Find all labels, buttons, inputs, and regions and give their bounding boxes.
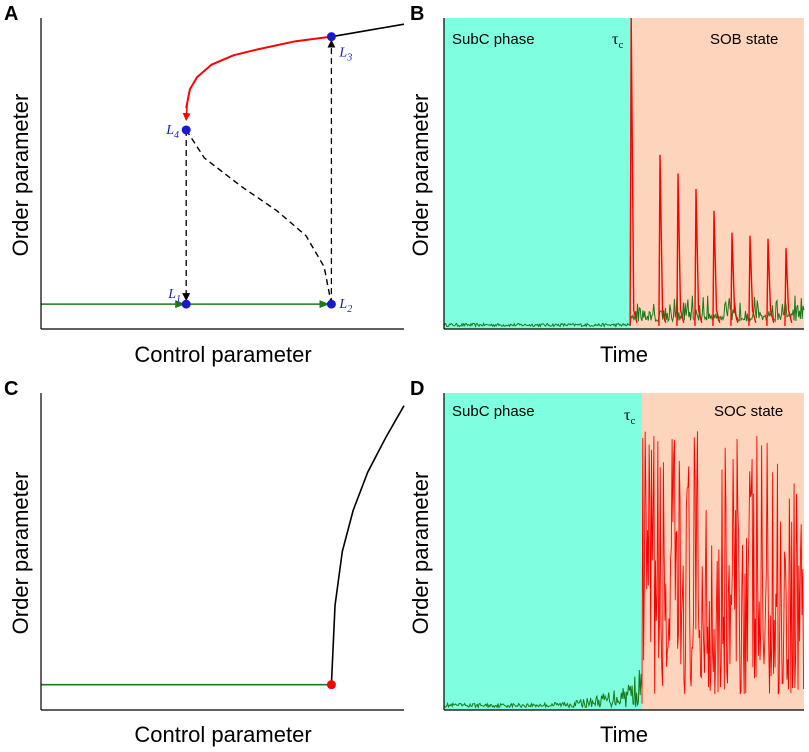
panel-a-point-label-l3: L3 [338, 46, 352, 64]
panel-b-subc-region [444, 18, 632, 329]
panel-b-tau-label: τc [612, 31, 623, 51]
panel-a-ylabel: Order parameter [8, 94, 33, 257]
panel-a-unstable-branch [185, 129, 333, 305]
panel-d-noise-trace [443, 670, 643, 710]
panel-d-ylabel: Order parameter [408, 472, 433, 635]
panel-c-series [41, 405, 405, 686]
panel-b: B SubC phase SOB state τc Time Order par… [408, 3, 805, 367]
panel-d-noise-line [443, 670, 643, 710]
panel-letter-b: B [410, 3, 424, 25]
panel-a-point-l3 [326, 32, 336, 42]
panel-c-critical-point [326, 680, 336, 690]
panel-d: D SubC phase SOC state τc Time Order par… [408, 378, 805, 747]
panel-b-burst-7 [748, 235, 757, 326]
panel-c: C Control parameter Order parameter [4, 378, 405, 747]
panel-b-burst-trace [629, 17, 793, 326]
panel-a-series [41, 23, 405, 309]
panel-a-point-l1 [181, 299, 191, 309]
panel-b-burst-6 [730, 232, 739, 326]
panel-a-point-label-l4: L4 [165, 123, 179, 141]
panel-b-burst-4 [694, 189, 703, 326]
panel-letter-a: A [4, 3, 18, 25]
panel-b-burst-5 [712, 210, 721, 326]
panel-d-avalanche-trace [641, 431, 805, 704]
panel-b-burst-1 [629, 17, 638, 326]
panel-b-sob-region [631, 18, 804, 329]
panel-a-upper-continuation [331, 23, 405, 38]
panel-b-noise-trace [443, 293, 805, 329]
panel-b-burst-9 [784, 248, 793, 326]
panel-c-points [326, 680, 336, 690]
panel-b-xlabel: Time [600, 342, 648, 367]
panel-c-xlabel: Control parameter [134, 722, 311, 747]
panel-a-points: L1 L2 L3 L4 [165, 32, 352, 315]
panel-c-ylabel: Order parameter [8, 472, 33, 635]
panel-c-supercritical-branch [330, 405, 405, 685]
panel-b-burst-2 [658, 154, 667, 326]
panel-a-point-label-l1: L1 [167, 287, 181, 305]
panel-letter-d: D [410, 378, 424, 400]
panel-a-point-l2 [326, 299, 336, 309]
panel-d-left-label: SubC phase [452, 403, 535, 420]
panel-b-burst-8 [766, 238, 775, 326]
panel-d-subc-region [444, 393, 642, 710]
panel-a-point-label-l2: L2 [338, 297, 352, 315]
panel-d-right-label: SOC state [714, 403, 783, 420]
panel-b-right-label: SOB state [710, 31, 778, 48]
panel-b-noise-line [443, 293, 805, 329]
panel-d-avalanche-line [641, 431, 805, 704]
panel-b-left-label: SubC phase [452, 31, 535, 48]
panel-b-ylabel: Order parameter [408, 94, 433, 257]
panel-a-point-l4 [181, 125, 191, 135]
panel-a-xlabel: Control parameter [134, 342, 311, 367]
panel-a-upper-branch-arrow [182, 101, 191, 122]
panel-d-tau-label: τc [624, 407, 635, 427]
panel-letter-c: C [4, 378, 18, 400]
panel-d-xlabel: Time [600, 722, 648, 747]
panel-a-upper-stable-branch [185, 35, 332, 109]
panel-b-burst-3 [676, 173, 685, 326]
panel-a: A L1 L2 L3 L4 Control parameter Order param… [4, 3, 405, 367]
